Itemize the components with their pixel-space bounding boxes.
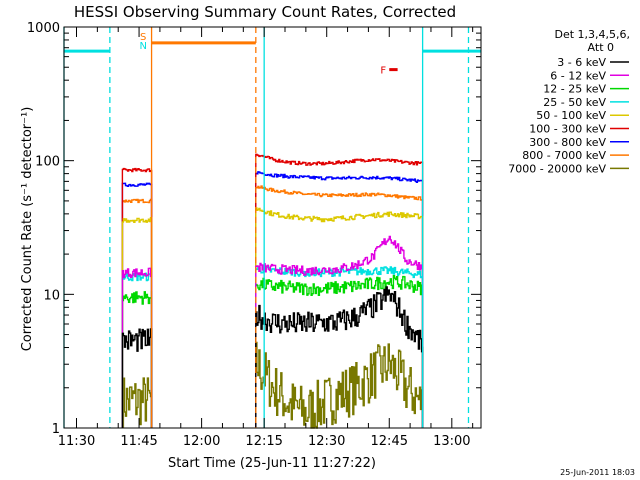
y-axis-ticks: 1 10 100 1000 <box>27 21 481 437</box>
legend-label: 12 - 25 keV <box>543 83 606 96</box>
legend-label: 6 - 12 keV <box>550 69 606 82</box>
flag-label: F <box>380 66 386 77</box>
legend-label: 50 - 100 keV <box>536 109 606 122</box>
legend-label: 100 - 300 keV <box>529 123 606 136</box>
flag-label: N <box>139 41 146 52</box>
legend-label: 300 - 800 keV <box>529 136 606 149</box>
y-tick-label: 100 <box>35 155 60 170</box>
x-tick-label: 12:30 <box>308 434 345 449</box>
legend-header: Det 1,3,4,5,6, <box>554 28 630 41</box>
x-tick-label: 12:45 <box>371 434 408 449</box>
legend-label: 25 - 50 keV <box>543 96 606 109</box>
series-line <box>121 275 424 428</box>
chart-title: HESSI Observing Summary Count Rates, Cor… <box>74 3 456 21</box>
series-line <box>121 207 424 428</box>
series-line <box>121 185 424 428</box>
y-axis-label: Corrected Count Rate (s⁻¹ detector⁻¹) <box>20 107 35 352</box>
x-tick-label: 12:15 <box>245 434 282 449</box>
x-tick-label: 13:00 <box>433 434 470 449</box>
series-line <box>121 341 424 429</box>
x-axis-label: Start Time (25-Jun-11 11:27:22) <box>168 456 376 471</box>
series-line <box>121 286 424 428</box>
plot-frame <box>63 26 482 429</box>
y-tick-label: 1000 <box>27 21 60 36</box>
series-line <box>121 235 424 428</box>
y-tick-label: 10 <box>43 288 60 303</box>
series-line <box>121 265 424 428</box>
legend-label: 7000 - 20000 keV <box>508 162 606 175</box>
legend-label: 3 - 6 keV <box>557 56 606 69</box>
x-tick-label: 11:45 <box>120 434 157 449</box>
footer-timestamp: 25-Jun-2011 18:03 <box>560 468 635 477</box>
series-traces <box>121 153 424 429</box>
x-tick-label: 12:00 <box>183 434 220 449</box>
legend-label: 800 - 7000 keV <box>522 149 606 162</box>
x-axis-ticks: 11:30 11:45 12:00 12:15 12:30 12:45 13:00 <box>58 27 474 449</box>
y-tick-label: 1 <box>52 422 60 437</box>
x-tick-label: 11:30 <box>58 434 95 449</box>
series-line <box>121 171 424 428</box>
flag-label: S <box>140 32 146 43</box>
series-line <box>121 153 424 428</box>
legend-header-attenuator: Att 0 <box>588 41 614 54</box>
